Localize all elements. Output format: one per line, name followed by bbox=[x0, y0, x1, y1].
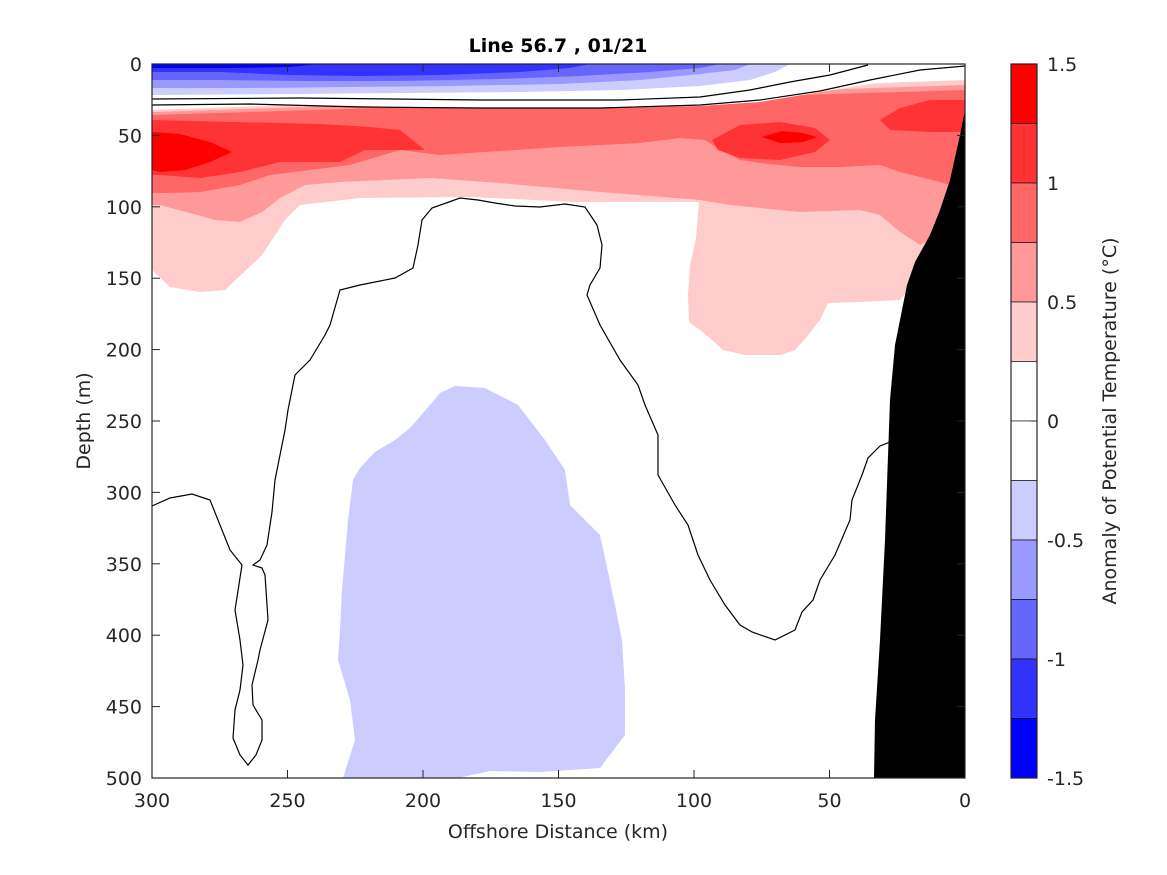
colorbar-swatch bbox=[1010, 539, 1038, 600]
colorbar-tick-label: -1 bbox=[1047, 649, 1066, 671]
y-tick-label: 200 bbox=[106, 340, 142, 362]
colorbar-tick-label: 1.5 bbox=[1047, 54, 1077, 76]
warm-band-1.0 bbox=[152, 120, 425, 178]
colorbar-swatch bbox=[1010, 123, 1038, 184]
y-axis-label: Depth (m) bbox=[73, 372, 95, 469]
colorbar-swatch bbox=[1010, 658, 1038, 719]
y-tick-label: 150 bbox=[106, 268, 142, 290]
warm-core-1.25-offshore bbox=[152, 132, 232, 172]
y-tick-label: 400 bbox=[106, 625, 142, 647]
x-tick-label: 250 bbox=[269, 790, 305, 812]
colorbar-tick-label: 0 bbox=[1047, 411, 1059, 433]
colorbar-tick-label: -1.5 bbox=[1047, 768, 1084, 790]
colorbar-swatch bbox=[1010, 182, 1038, 243]
y-tick-label: 50 bbox=[118, 125, 142, 147]
chart-title: Line 56.7 , 01/21 bbox=[469, 35, 648, 57]
warm-band-0.75 bbox=[152, 90, 965, 193]
colorbar-swatch bbox=[1010, 242, 1038, 303]
zero-contour-surface-upper bbox=[152, 64, 869, 101]
colorbar-tick-label: -0.5 bbox=[1047, 530, 1084, 552]
warm-core-1.25-nearshore bbox=[762, 131, 817, 143]
plot-area bbox=[152, 64, 965, 778]
x-axis-label: Offshore Distance (km) bbox=[448, 821, 668, 843]
y-tick-label: 0 bbox=[130, 54, 142, 76]
y-tick-label: 500 bbox=[106, 768, 142, 790]
colorbar-label: Anomaly of Potential Temperature (°C) bbox=[1099, 238, 1121, 605]
x-tick-label: 200 bbox=[405, 790, 441, 812]
colorbar-tick-label: 0.5 bbox=[1047, 292, 1077, 314]
y-tick-label: 450 bbox=[106, 697, 142, 719]
colorbar-swatch bbox=[1010, 361, 1038, 422]
x-tick-label: 0 bbox=[959, 790, 971, 812]
y-tick-label: 100 bbox=[106, 197, 142, 219]
x-tick-label: 100 bbox=[676, 790, 712, 812]
colorbar-swatch bbox=[1010, 301, 1038, 362]
y-tick-label: 300 bbox=[106, 482, 142, 504]
zero-contour-deep-main bbox=[152, 197, 896, 766]
zero-contour-surface-lower bbox=[152, 65, 965, 109]
x-tick-label: 150 bbox=[540, 790, 576, 812]
colorbar-swatch bbox=[1010, 599, 1038, 660]
y-tick-label: 350 bbox=[106, 554, 142, 576]
x-tick-label: 300 bbox=[134, 790, 170, 812]
x-tick-label: 50 bbox=[817, 790, 841, 812]
colorbar-swatch bbox=[1010, 480, 1038, 541]
bathymetry-seafloor bbox=[874, 110, 965, 778]
warm-band-1.0-nearshore-b bbox=[880, 100, 965, 132]
y-tick-label: 250 bbox=[106, 411, 142, 433]
warm-band-1.0-nearshore-a bbox=[712, 122, 830, 160]
axis-ticks: 300 250 200 150 100 50 00501001502002503003504… bbox=[106, 54, 971, 812]
cold-band-surface-1.25 bbox=[152, 64, 320, 68]
colorbar-swatch bbox=[1010, 63, 1038, 124]
deep-cold-anomaly bbox=[338, 386, 625, 778]
colorbar-swatch bbox=[1010, 718, 1038, 779]
colorbar-swatch bbox=[1010, 420, 1038, 481]
colorbar: 1.5 1 0.5 0 -0.5 -1 -1.5 bbox=[1010, 54, 1084, 790]
colorbar-tick-label: 1 bbox=[1047, 173, 1059, 195]
